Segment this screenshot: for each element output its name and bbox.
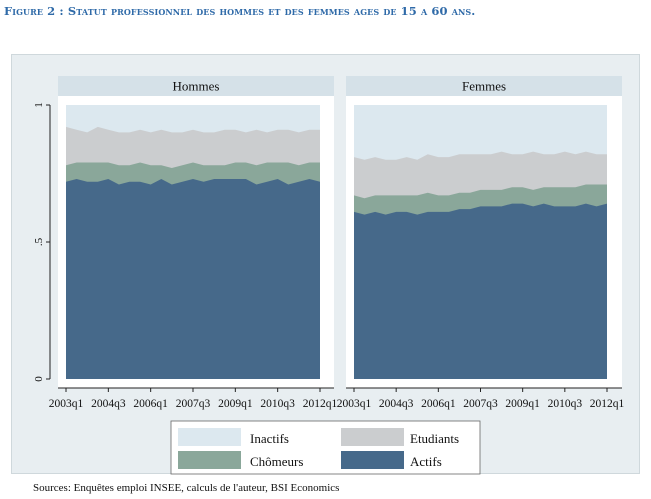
legend-label-actifs: Actifs [410,454,442,469]
y-tick-label: .5 [33,237,45,246]
y-axis: 0.51 [33,102,51,382]
x-tick-label: 2007q3 [176,398,211,410]
x-tick-label: 2010q3 [260,398,295,410]
x-tick-label: 2006q1 [133,398,168,410]
x-tick-label: 2012q1 [590,398,625,410]
x-tick-label: 2004q3 [379,398,414,410]
x-tick-label: 2009q1 [218,398,253,410]
x-tick-label: 2004q3 [91,398,126,410]
legend-swatch-etudiants [341,428,404,446]
x-tick-label: 2003q1 [337,398,372,410]
legend: Inactifs Etudiants Chômeurs Actifs [170,420,481,475]
area-actifs [354,203,607,379]
legend-label-inactifs: Inactifs [250,431,289,446]
x-tick-label: 2012q1 [303,398,338,410]
panel-title: Hommes [173,79,220,94]
figure-title: Figure 2 : Statut professionnel des homm… [4,4,476,18]
source-note: Sources: Enquêtes emploi INSEE, calculs … [33,482,340,494]
x-tick-label: 2009q1 [505,398,540,410]
x-tick-label: 2010q3 [548,398,583,410]
panel-header [58,76,334,96]
legend-label-chomeurs: Chômeurs [250,454,303,469]
panel-hommes: Hommes 2003q1 2004q3 2006q1 2007q3 2009q1 2010… [49,76,338,410]
panel-title: Femmes [462,79,506,94]
y-tick-label: 0 [33,376,45,382]
legend-swatch-actifs [341,451,404,469]
x-tick-label: 2006q1 [421,398,456,410]
area-actifs [66,179,320,379]
x-tick-label: 2007q3 [463,398,498,410]
x-tick-label: 2003q1 [49,398,84,410]
legend-swatch-inactifs [178,428,241,446]
y-tick-label: 1 [33,102,45,108]
legend-swatch-chomeurs [178,451,241,469]
legend-label-etudiants: Etudiants [410,431,459,446]
panel-femmes: Femmes 2003q1 2004q3 2006q1 2007q3 2009q1 2010… [337,76,625,410]
panel-header [346,76,622,96]
